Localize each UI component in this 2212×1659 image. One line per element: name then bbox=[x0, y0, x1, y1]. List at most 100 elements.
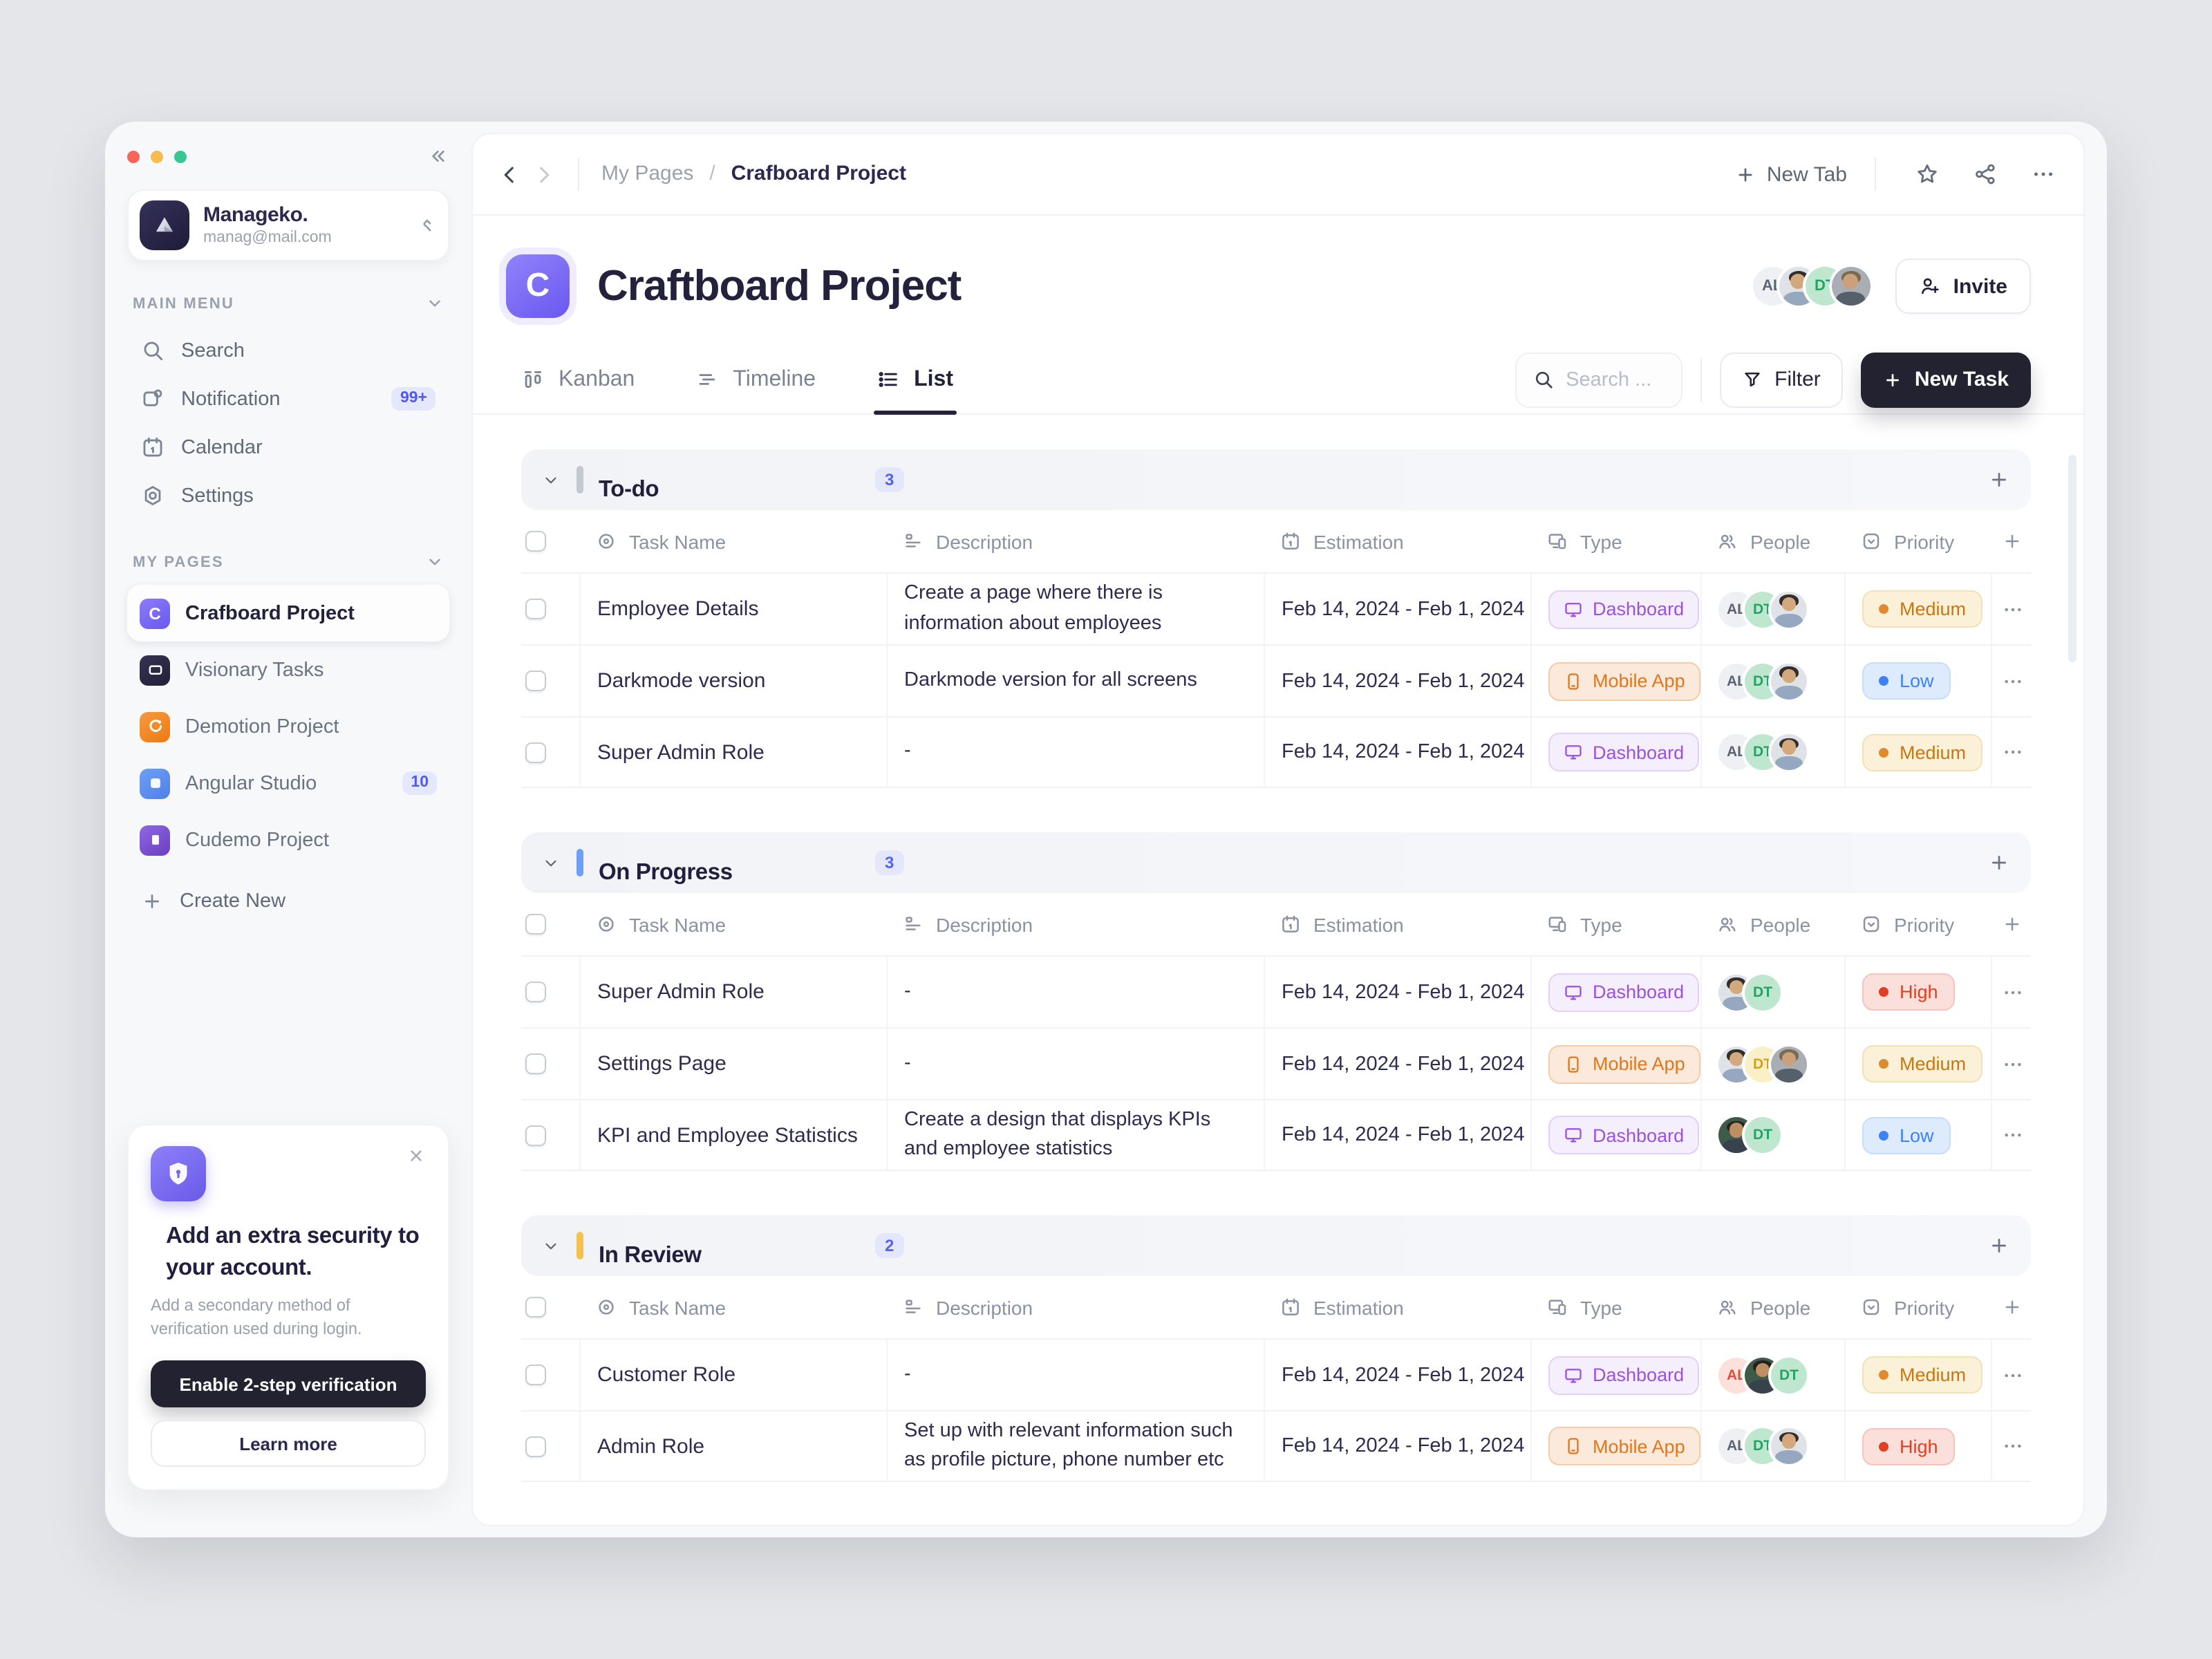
row-checkbox[interactable] bbox=[525, 982, 546, 1002]
sidebar-item-calendar[interactable]: Calendar bbox=[127, 423, 449, 471]
share-icon[interactable] bbox=[1973, 162, 1998, 187]
column-header-estimation[interactable]: Estimation bbox=[1264, 1296, 1530, 1318]
table-row[interactable]: Settings Page - Feb 14, 2024 - Feb 1, 2024… bbox=[521, 1027, 2031, 1099]
section-header[interactable]: In Review 2 bbox=[521, 1215, 2031, 1276]
sidebar-page-cudemo-project[interactable]: Cudemo Project bbox=[127, 812, 449, 868]
dots-icon[interactable] bbox=[2002, 598, 2024, 620]
row-checkbox[interactable] bbox=[525, 599, 546, 619]
row-checkbox[interactable] bbox=[525, 1365, 546, 1385]
column-header-estimation[interactable]: Estimation bbox=[1264, 530, 1530, 552]
search-input[interactable] bbox=[1566, 368, 1677, 391]
dots-icon[interactable] bbox=[2002, 981, 2024, 1003]
scrollbar-thumb[interactable] bbox=[2068, 455, 2077, 662]
task-description: Darkmode version for all screens bbox=[904, 668, 1197, 691]
row-checkbox[interactable] bbox=[525, 1436, 546, 1456]
more-options-icon[interactable] bbox=[2031, 162, 2056, 187]
table-row[interactable]: Darkmode version Darkmode version for all… bbox=[521, 644, 2031, 716]
sidebar-item-settings[interactable]: Settings bbox=[127, 471, 449, 520]
plus-icon[interactable] bbox=[1988, 469, 2010, 491]
column-header-description[interactable]: Description bbox=[886, 530, 1264, 552]
filter-button[interactable]: Filter bbox=[1719, 352, 1843, 407]
tab-kanban[interactable]: Kanban bbox=[521, 346, 635, 413]
table-row[interactable]: Admin Role Set up with relevant informati… bbox=[521, 1410, 2031, 1482]
dots-icon[interactable] bbox=[2002, 741, 2024, 763]
column-header-priority[interactable]: Priority bbox=[1844, 530, 1991, 552]
sidebar-item-search[interactable]: Search bbox=[127, 326, 449, 375]
back-icon[interactable] bbox=[498, 162, 521, 186]
breadcrumb-parent[interactable]: My Pages bbox=[601, 162, 694, 185]
plus-icon[interactable] bbox=[2002, 1297, 2023, 1318]
section-header[interactable]: To-do 3 bbox=[521, 449, 2031, 510]
new-tab-button[interactable]: New Tab bbox=[1735, 162, 1847, 186]
dots-icon[interactable] bbox=[2002, 1124, 2024, 1146]
toolbar: Filter New Task bbox=[1515, 352, 2031, 407]
column-header-description[interactable]: Description bbox=[886, 913, 1264, 935]
plus-icon[interactable] bbox=[1988, 852, 2010, 874]
column-header-priority[interactable]: Priority bbox=[1844, 1296, 1991, 1318]
plus-icon[interactable] bbox=[2002, 914, 2023, 935]
enable-2step-button[interactable]: Enable 2-step verification bbox=[151, 1360, 426, 1407]
dots-icon[interactable] bbox=[2002, 1053, 2024, 1075]
row-checkbox[interactable] bbox=[525, 1053, 546, 1074]
task-name: KPI and Employee Statistics bbox=[597, 1123, 858, 1147]
sidebar-item-notification[interactable]: Notification 99+ bbox=[127, 375, 449, 423]
column-header-description[interactable]: Description bbox=[886, 1296, 1264, 1318]
chevron-down-icon[interactable] bbox=[542, 1237, 560, 1255]
minimize-window-button[interactable] bbox=[151, 150, 163, 162]
section-header[interactable]: On Progress 3 bbox=[521, 832, 2031, 893]
tab-list[interactable]: List bbox=[874, 346, 957, 415]
star-icon[interactable] bbox=[1915, 162, 1940, 187]
select-all-checkbox[interactable] bbox=[525, 914, 546, 935]
type-label: Mobile App bbox=[1593, 671, 1685, 691]
dots-icon[interactable] bbox=[2002, 1364, 2024, 1386]
dots-icon[interactable] bbox=[2002, 670, 2024, 692]
learn-more-button[interactable]: Learn more bbox=[151, 1420, 426, 1467]
table-row[interactable]: Super Admin Role - Feb 14, 2024 - Feb 1, 2… bbox=[521, 716, 2031, 788]
create-new-page-button[interactable]: Create New bbox=[127, 877, 449, 925]
table-row[interactable]: Customer Role - Feb 14, 2024 - Feb 1, 2024… bbox=[521, 1338, 2031, 1410]
column-header-type[interactable]: Type bbox=[1530, 1296, 1700, 1318]
column-header-people[interactable]: People bbox=[1700, 913, 1844, 935]
table-row[interactable]: Super Admin Role - Feb 14, 2024 - Feb 1, 2… bbox=[521, 955, 2031, 1027]
workspace-switcher[interactable]: Manageko. manag@mail.com bbox=[127, 189, 449, 261]
maximize-window-button[interactable] bbox=[174, 150, 187, 162]
chevron-up-down-icon[interactable] bbox=[418, 216, 437, 235]
select-all-checkbox[interactable] bbox=[525, 1297, 546, 1318]
column-header-priority[interactable]: Priority bbox=[1844, 913, 1991, 935]
column-header-type[interactable]: Type bbox=[1530, 530, 1700, 552]
close-window-button[interactable] bbox=[127, 150, 140, 162]
chevron-down-icon[interactable] bbox=[542, 471, 560, 489]
new-task-button[interactable]: New Task bbox=[1860, 352, 2031, 407]
sidebar-page-demotion-project[interactable]: Demotion Project bbox=[127, 698, 449, 755]
priority-dot bbox=[1879, 1370, 1888, 1380]
column-header-type[interactable]: Type bbox=[1530, 913, 1700, 935]
table-row[interactable]: KPI and Employee Statistics Create a desi… bbox=[521, 1099, 2031, 1171]
column-header-people[interactable]: People bbox=[1700, 530, 1844, 552]
collapse-sidebar-icon[interactable] bbox=[427, 145, 449, 167]
table-row[interactable]: Employee Details Create a page where ther… bbox=[521, 572, 2031, 644]
sidebar-page-angular-studio[interactable]: Angular Studio 10 bbox=[127, 755, 449, 812]
row-checkbox[interactable] bbox=[525, 671, 546, 691]
column-header-estimation[interactable]: Estimation bbox=[1264, 913, 1530, 935]
select-all-checkbox[interactable] bbox=[525, 531, 546, 552]
row-checkbox[interactable] bbox=[525, 742, 546, 762]
plus-icon[interactable] bbox=[1988, 1235, 2010, 1257]
column-header-task-name[interactable]: Task Name bbox=[579, 1296, 886, 1318]
column-header-task-name[interactable]: Task Name bbox=[579, 530, 886, 552]
tab-timeline[interactable]: Timeline bbox=[695, 346, 816, 413]
plus-icon[interactable] bbox=[2002, 531, 2023, 552]
chevron-down-icon[interactable] bbox=[542, 854, 560, 872]
column-header-people[interactable]: People bbox=[1700, 1296, 1844, 1318]
chevron-down-icon[interactable] bbox=[426, 553, 444, 571]
forward-icon[interactable] bbox=[532, 162, 556, 186]
column-header-label: Priority bbox=[1894, 913, 1955, 935]
people-avatars: AL DT bbox=[1718, 591, 1807, 627]
dots-icon[interactable] bbox=[2002, 1435, 2024, 1457]
chevron-down-icon[interactable] bbox=[426, 294, 444, 312]
invite-button[interactable]: Invite bbox=[1895, 259, 2031, 314]
row-checkbox[interactable] bbox=[525, 1125, 546, 1145]
column-header-task-name[interactable]: Task Name bbox=[579, 913, 886, 935]
sidebar-page-visionary-tasks[interactable]: Visionary Tasks bbox=[127, 641, 449, 698]
sidebar-page-crafboard-project[interactable]: C Crafboard Project bbox=[127, 585, 449, 641]
close-icon[interactable] bbox=[406, 1147, 426, 1166]
